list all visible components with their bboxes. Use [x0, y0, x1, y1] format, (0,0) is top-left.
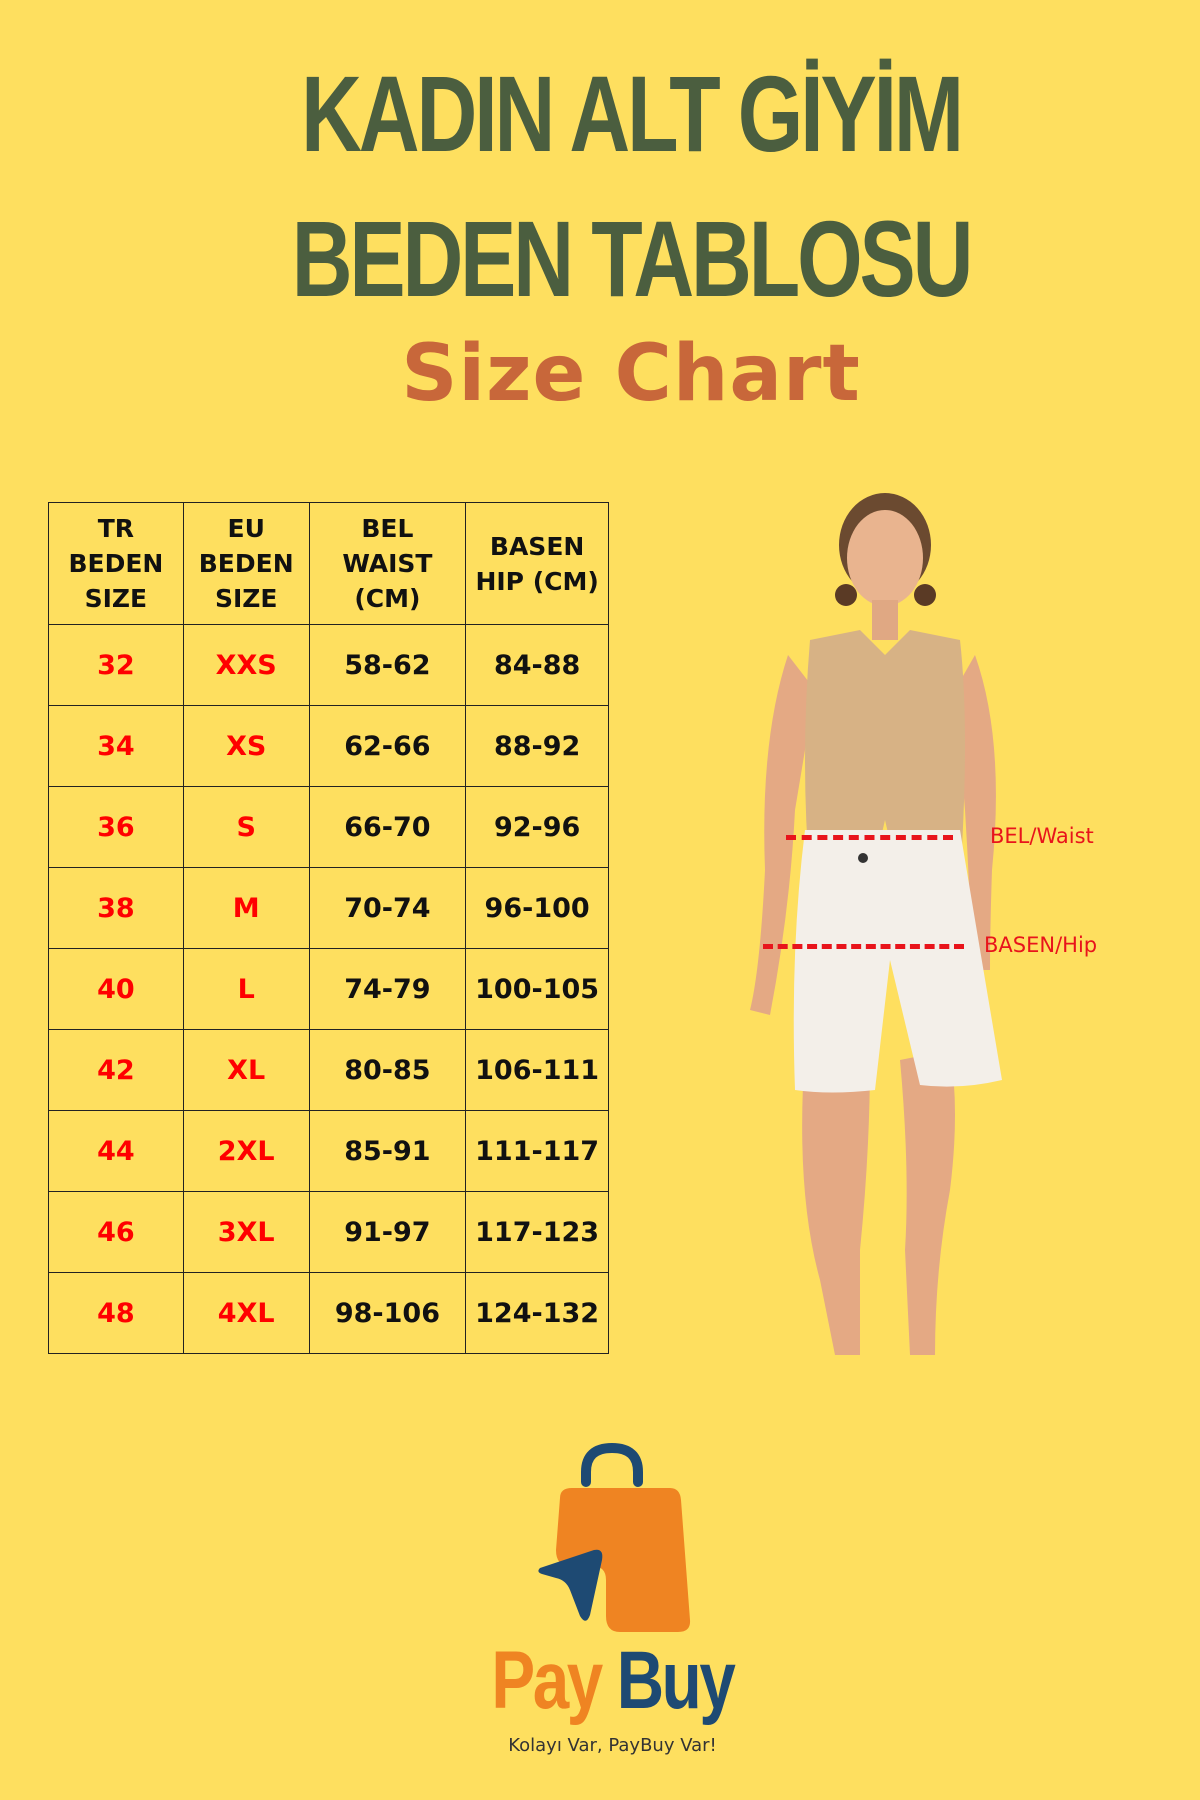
header-tr-size: TR BEDEN SIZE — [48, 502, 184, 625]
waist-cell: 98-106 — [308, 1272, 467, 1354]
waist-cell: 85-91 — [308, 1110, 467, 1192]
page-subtitle: Size Chart — [401, 329, 861, 419]
tr-size-cell: 44 — [48, 1110, 184, 1192]
hip-cell: 88-92 — [465, 705, 609, 787]
table-row: 32 XXS 58-62 84-88 — [48, 624, 609, 706]
table-row: 48 4XL 98-106 124-132 — [48, 1272, 609, 1354]
eu-size-cell: 3XL — [182, 1191, 310, 1273]
hip-measure-line — [763, 944, 964, 949]
hip-cell: 100-105 — [465, 948, 609, 1030]
tr-size-cell: 36 — [48, 786, 184, 868]
table-row: 36 S 66-70 92-96 — [48, 786, 609, 868]
brand-tagline: Kolayı Var, PayBuy Var! — [508, 1735, 717, 1756]
size-table: TR BEDEN SIZE EU BEDEN SIZE BEL WAIST (CM) BAS… — [48, 502, 609, 1354]
tr-size-cell: 34 — [48, 705, 184, 787]
table-row: 34 XS 62-66 88-92 — [48, 705, 609, 787]
eu-size-cell: XXS — [182, 624, 310, 706]
table-row: 42 XL 80-85 106-111 — [48, 1029, 609, 1111]
brand-buy: Buy — [616, 1635, 736, 1726]
brand-pay: Pay — [491, 1635, 603, 1726]
eu-size-cell: L — [182, 948, 310, 1030]
table-row: 46 3XL 91-97 117-123 — [48, 1191, 609, 1273]
eu-size-cell: 4XL — [182, 1272, 310, 1354]
hip-label: BASEN/Hip — [984, 933, 1098, 957]
model-photo — [750, 493, 1002, 1355]
hip-cell: 92-96 — [465, 786, 609, 868]
eu-size-cell: XL — [182, 1029, 310, 1111]
eu-size-cell: XS — [182, 705, 310, 787]
hip-cell: 124-132 — [465, 1272, 609, 1354]
table-header-row: TR BEDEN SIZE EU BEDEN SIZE BEL WAIST (CM) BAS… — [48, 502, 609, 625]
waist-cell: 80-85 — [308, 1029, 467, 1111]
hip-cell: 84-88 — [465, 624, 609, 706]
hip-cell: 96-100 — [465, 867, 609, 949]
waist-cell: 74-79 — [308, 948, 467, 1030]
hip-cell: 111-117 — [465, 1110, 609, 1192]
eu-size-cell: 2XL — [182, 1110, 310, 1192]
tr-size-cell: 40 — [48, 948, 184, 1030]
table-row: 38 M 70-74 96-100 — [48, 867, 609, 949]
table-row: 40 L 74-79 100-105 — [48, 948, 609, 1030]
shopping-bag-logo-icon — [538, 1442, 691, 1632]
waist-label: BEL/Waist — [990, 824, 1094, 848]
tr-size-cell: 32 — [48, 624, 184, 706]
waist-cell: 91-97 — [308, 1191, 467, 1273]
hip-cell: 106-111 — [465, 1029, 609, 1111]
header-waist: BEL WAIST (CM) — [308, 502, 467, 625]
waist-cell: 66-70 — [308, 786, 467, 868]
tr-size-cell: 42 — [48, 1029, 184, 1111]
table-row: 44 2XL 85-91 111-117 — [48, 1110, 609, 1192]
hip-cell: 117-123 — [465, 1191, 609, 1273]
waist-cell: 70-74 — [308, 867, 467, 949]
page-title-line1: KADIN ALT GİYİM — [301, 53, 964, 174]
header-eu-size: EU BEDEN SIZE — [182, 502, 310, 625]
waist-cell: 58-62 — [308, 624, 467, 706]
waist-cell: 62-66 — [308, 705, 467, 787]
brand-logo-text: Pay Buy — [122, 1640, 1102, 1722]
eu-size-cell: M — [182, 867, 310, 949]
header-hip: BASEN HIP (CM) — [465, 502, 609, 625]
page-title-line2: BEDEN TABLOSU — [291, 198, 974, 319]
waist-measure-line — [786, 835, 953, 840]
tr-size-cell: 38 — [48, 867, 184, 949]
eu-size-cell: S — [182, 786, 310, 868]
tr-size-cell: 48 — [48, 1272, 184, 1354]
tr-size-cell: 46 — [48, 1191, 184, 1273]
